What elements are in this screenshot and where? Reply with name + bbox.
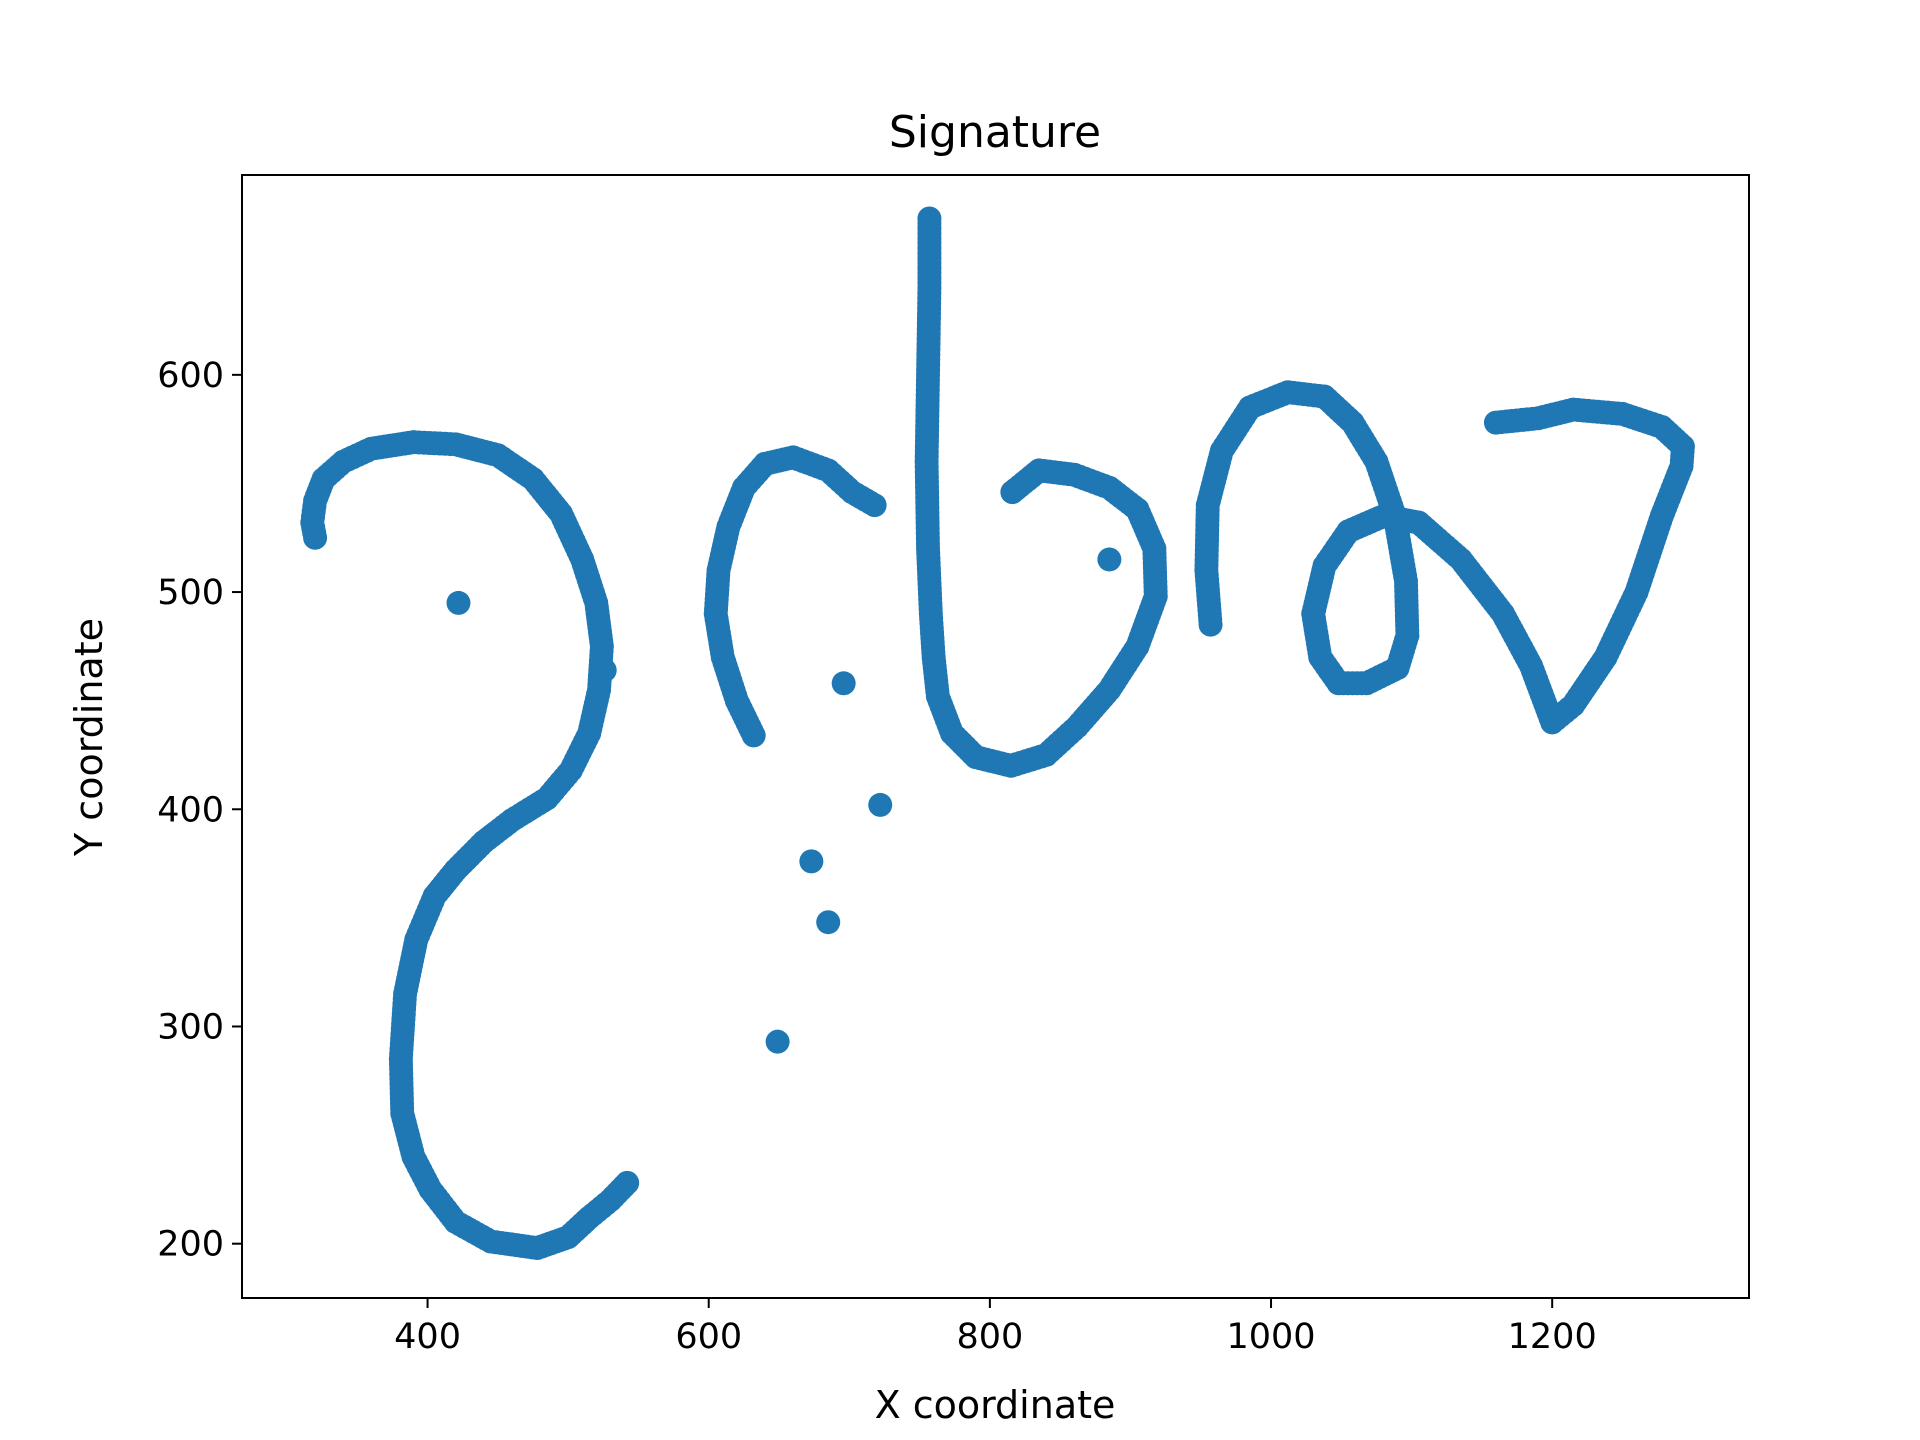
data-point: [799, 849, 824, 874]
data-point: [592, 658, 617, 683]
y-axis-label: Y coordinate: [67, 618, 111, 857]
data-point: [831, 671, 856, 696]
x-axis-label: X coordinate: [875, 1383, 1116, 1427]
data-point: [1483, 410, 1508, 435]
x-tick-label: 600: [675, 1317, 742, 1357]
y-tick-label: 600: [157, 356, 224, 396]
y-tick-label: 400: [157, 790, 224, 830]
y-tick-label: 500: [157, 573, 224, 613]
data-point: [1097, 547, 1122, 572]
chart-title: Signature: [889, 107, 1101, 158]
x-tick-label: 1200: [1508, 1317, 1597, 1357]
data-point: [446, 590, 471, 615]
data-point: [615, 1170, 640, 1195]
x-tick-label: 800: [956, 1317, 1023, 1357]
data-point: [1000, 480, 1025, 505]
y-axis-ticks: 200 300 400 500 600: [157, 356, 242, 1265]
plot-area: [241, 174, 1750, 1299]
x-axis-ticks: 400 600 800 1000 1200: [394, 1298, 1597, 1357]
y-tick-label: 300: [157, 1007, 224, 1047]
data-point: [816, 910, 841, 935]
y-tick-label: 200: [157, 1225, 224, 1265]
data-point: [862, 493, 887, 518]
data-point: [868, 792, 893, 817]
x-tick-label: 1000: [1226, 1317, 1315, 1357]
data-point: [765, 1029, 790, 1054]
x-tick-label: 400: [394, 1317, 461, 1357]
data-points: [300, 206, 1695, 1261]
